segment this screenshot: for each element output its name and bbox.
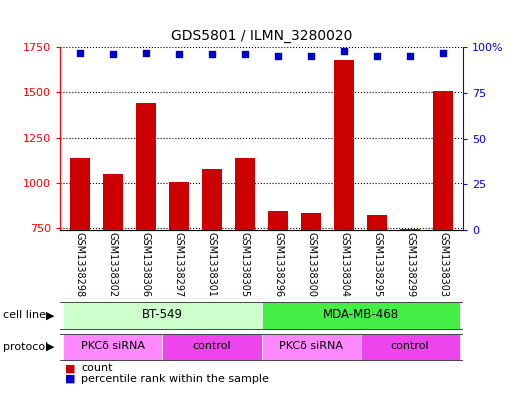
Point [340,48,348,54]
Text: cell line: cell line [3,310,46,320]
Bar [136,103,156,364]
Text: GSM1338300: GSM1338300 [306,232,316,297]
Point [175,51,183,58]
Point [142,50,150,56]
Point [274,53,282,59]
Text: control: control [192,341,231,351]
Text: GSM1338302: GSM1338302 [108,232,118,297]
Bar [433,90,453,364]
Text: GSM1338298: GSM1338298 [75,232,85,297]
Bar [169,182,189,364]
Bar [103,174,123,364]
Text: ▶: ▶ [47,310,55,320]
Text: GSM1338299: GSM1338299 [405,232,415,297]
Text: control: control [391,341,429,351]
Bar [235,158,255,364]
Text: protocol: protocol [3,342,48,352]
Text: GSM1338297: GSM1338297 [174,232,184,297]
Text: GSM1338303: GSM1338303 [438,232,448,297]
Bar [70,158,90,364]
Text: PKCδ siRNA: PKCδ siRNA [279,341,343,351]
Bar [262,334,360,360]
Text: BT-549: BT-549 [142,308,183,321]
Text: GSM1338305: GSM1338305 [240,232,250,297]
Bar [262,302,460,329]
Bar [63,334,163,360]
Point [109,51,117,58]
Text: GSM1338304: GSM1338304 [339,232,349,297]
Bar [301,213,321,364]
Text: GSM1338296: GSM1338296 [273,232,283,297]
Text: ▶: ▶ [47,342,55,352]
Bar [163,334,262,360]
Text: percentile rank within the sample: percentile rank within the sample [81,374,269,384]
Point [406,53,414,59]
Point [439,50,447,56]
Text: GSM1338301: GSM1338301 [207,232,217,297]
Point [208,51,216,58]
Point [373,53,381,59]
Text: count: count [81,364,112,373]
Bar [400,229,420,364]
Bar [63,302,262,329]
Text: GSM1338306: GSM1338306 [141,232,151,297]
Title: GDS5801 / ILMN_3280020: GDS5801 / ILMN_3280020 [171,29,352,43]
Text: PKCδ siRNA: PKCδ siRNA [81,341,145,351]
Bar [334,60,354,364]
Text: MDA-MB-468: MDA-MB-468 [323,308,399,321]
Point [76,50,84,56]
Bar [202,169,222,364]
Bar [268,211,288,364]
Text: GSM1338295: GSM1338295 [372,232,382,297]
Text: ■: ■ [65,374,76,384]
Text: ■: ■ [65,364,76,373]
Bar [360,334,460,360]
Point [307,53,315,59]
Point [241,51,249,58]
Bar [367,215,387,364]
